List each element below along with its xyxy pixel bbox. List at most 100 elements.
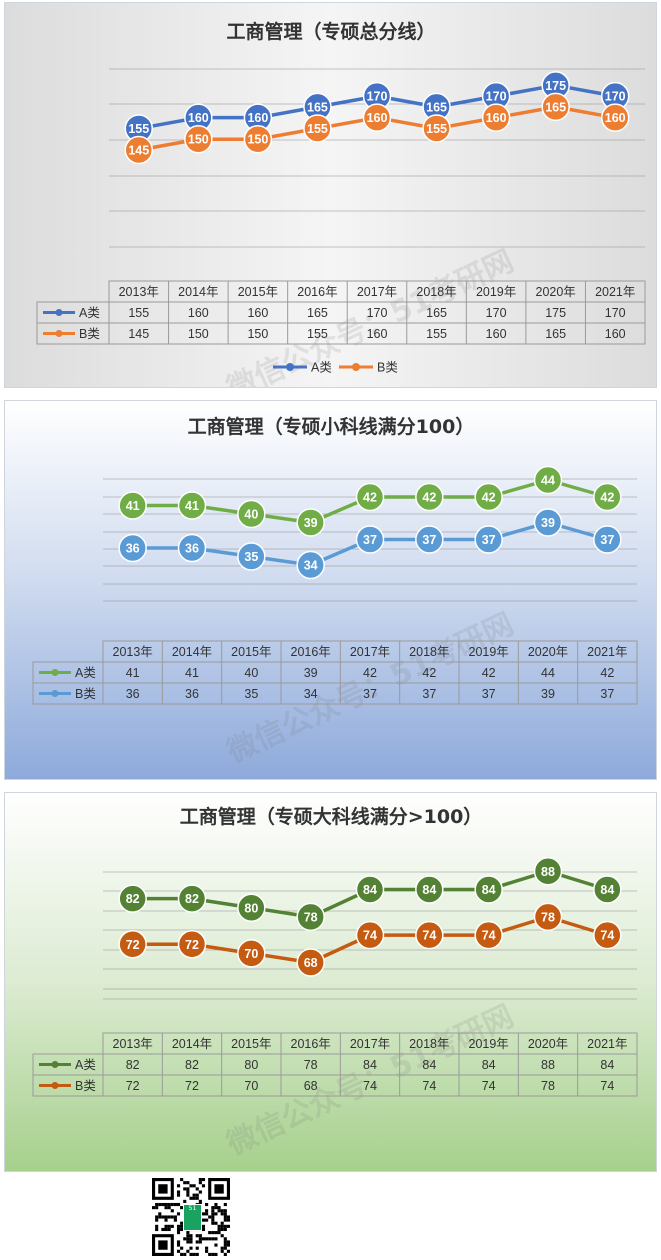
legend-marker [352,363,360,371]
qr-module [176,1184,181,1188]
data-label: 42 [422,491,436,505]
qr-module [167,1224,171,1228]
qr-module [180,1221,184,1225]
data-label: 82 [185,892,199,906]
legend-marker [286,363,294,371]
qr-module [220,1221,224,1225]
qr-module [217,1224,221,1228]
data-point [533,902,563,932]
data-point [184,124,213,154]
data-point [355,875,385,904]
qr-module [167,1215,171,1219]
table-header-year: 2020年 [536,285,576,299]
data-point [118,533,147,563]
data-point [237,893,266,922]
table-header-year: 2015年 [231,1037,271,1051]
qr-module [198,1199,202,1203]
table-header-year: 2017年 [350,645,390,659]
qr-module [186,1237,190,1241]
data-label: 37 [422,533,436,547]
table-cell-value: 84 [363,1058,377,1072]
table-series-name: A类 [79,306,100,320]
qr-module [217,1231,221,1235]
data-point [296,550,325,580]
data-point [533,465,563,495]
qr-module [192,1196,196,1200]
qr-module [198,1178,202,1182]
data-label: 39 [304,516,318,530]
table-header-year: 2014年 [178,285,218,299]
qr-module [195,1240,199,1244]
table-cell-value: 42 [482,666,496,680]
qr-module [186,1190,190,1194]
table-cell-value: 145 [128,327,149,341]
qr-module [211,1218,215,1222]
qr-module [201,1237,206,1241]
data-label: 36 [185,542,199,556]
table-header-year: 2016年 [291,1037,331,1051]
qr-module [164,1218,168,1222]
qr-module [176,1202,181,1207]
data-point [415,875,444,904]
qr-finder-core [158,1184,168,1194]
qr-module [183,1199,187,1203]
data-label: 88 [541,865,555,879]
table-cell-value: 82 [185,1058,199,1072]
data-label: 165 [545,100,566,114]
data-point [415,482,444,512]
data-point [600,103,630,132]
qr-module [176,1249,181,1253]
table-cell-value: 70 [244,1079,258,1093]
qr-module [201,1218,206,1222]
data-point [415,525,444,554]
data-point [177,533,207,563]
data-label: 74 [482,929,496,943]
table-cell-value: 41 [126,666,140,680]
qr-module [223,1212,227,1216]
table-header-year: 2016年 [291,645,331,659]
qr-module [189,1234,193,1238]
qr-module [223,1202,227,1207]
legend-label: A类 [311,361,332,375]
data-label: 36 [126,542,140,556]
qr-module [211,1215,215,1219]
table-header-year: 2018年 [416,285,456,299]
qr-module [170,1215,174,1219]
data-label: 160 [247,111,268,125]
table-header-year: 2019年 [469,645,509,659]
data-label: 37 [482,533,496,547]
data-table [102,1032,638,1097]
table-cell-value: 78 [304,1058,318,1072]
qr-module [164,1215,168,1219]
qr-module [189,1246,193,1250]
data-point [296,902,325,932]
qr-module [201,1178,206,1182]
qr-module [186,1187,190,1191]
qr-module [205,1237,209,1241]
qr-module [176,1193,181,1197]
table-legend-marker [51,1082,59,1089]
table-cell-value: 170 [605,306,626,320]
qr-module [161,1215,165,1219]
table-header-year: 2016年 [297,285,337,299]
table-cell-value: 82 [126,1058,140,1072]
chart-panel-small-subject: 工商管理（专硕小科线满分100） 微信公众号：51考研网 41 41 40 39 42 42 4… [4,400,657,780]
data-point [177,491,207,520]
table-header-year: 2019年 [476,285,516,299]
qr-module [223,1240,227,1244]
qr-module [223,1209,227,1213]
table-cell-value: 165 [426,306,447,320]
table-cell-value: 170 [486,306,507,320]
table-cell-value: 165 [545,327,566,341]
qr-module [214,1237,218,1241]
qr-module [192,1193,196,1197]
table-header-year: 2021年 [587,1037,627,1051]
qr-module [161,1202,165,1207]
data-point [481,103,511,132]
data-label: 35 [244,550,258,564]
data-point [362,103,392,132]
table-cell-value: 80 [244,1058,258,1072]
data-point [237,542,266,571]
qr-module [158,1202,162,1207]
